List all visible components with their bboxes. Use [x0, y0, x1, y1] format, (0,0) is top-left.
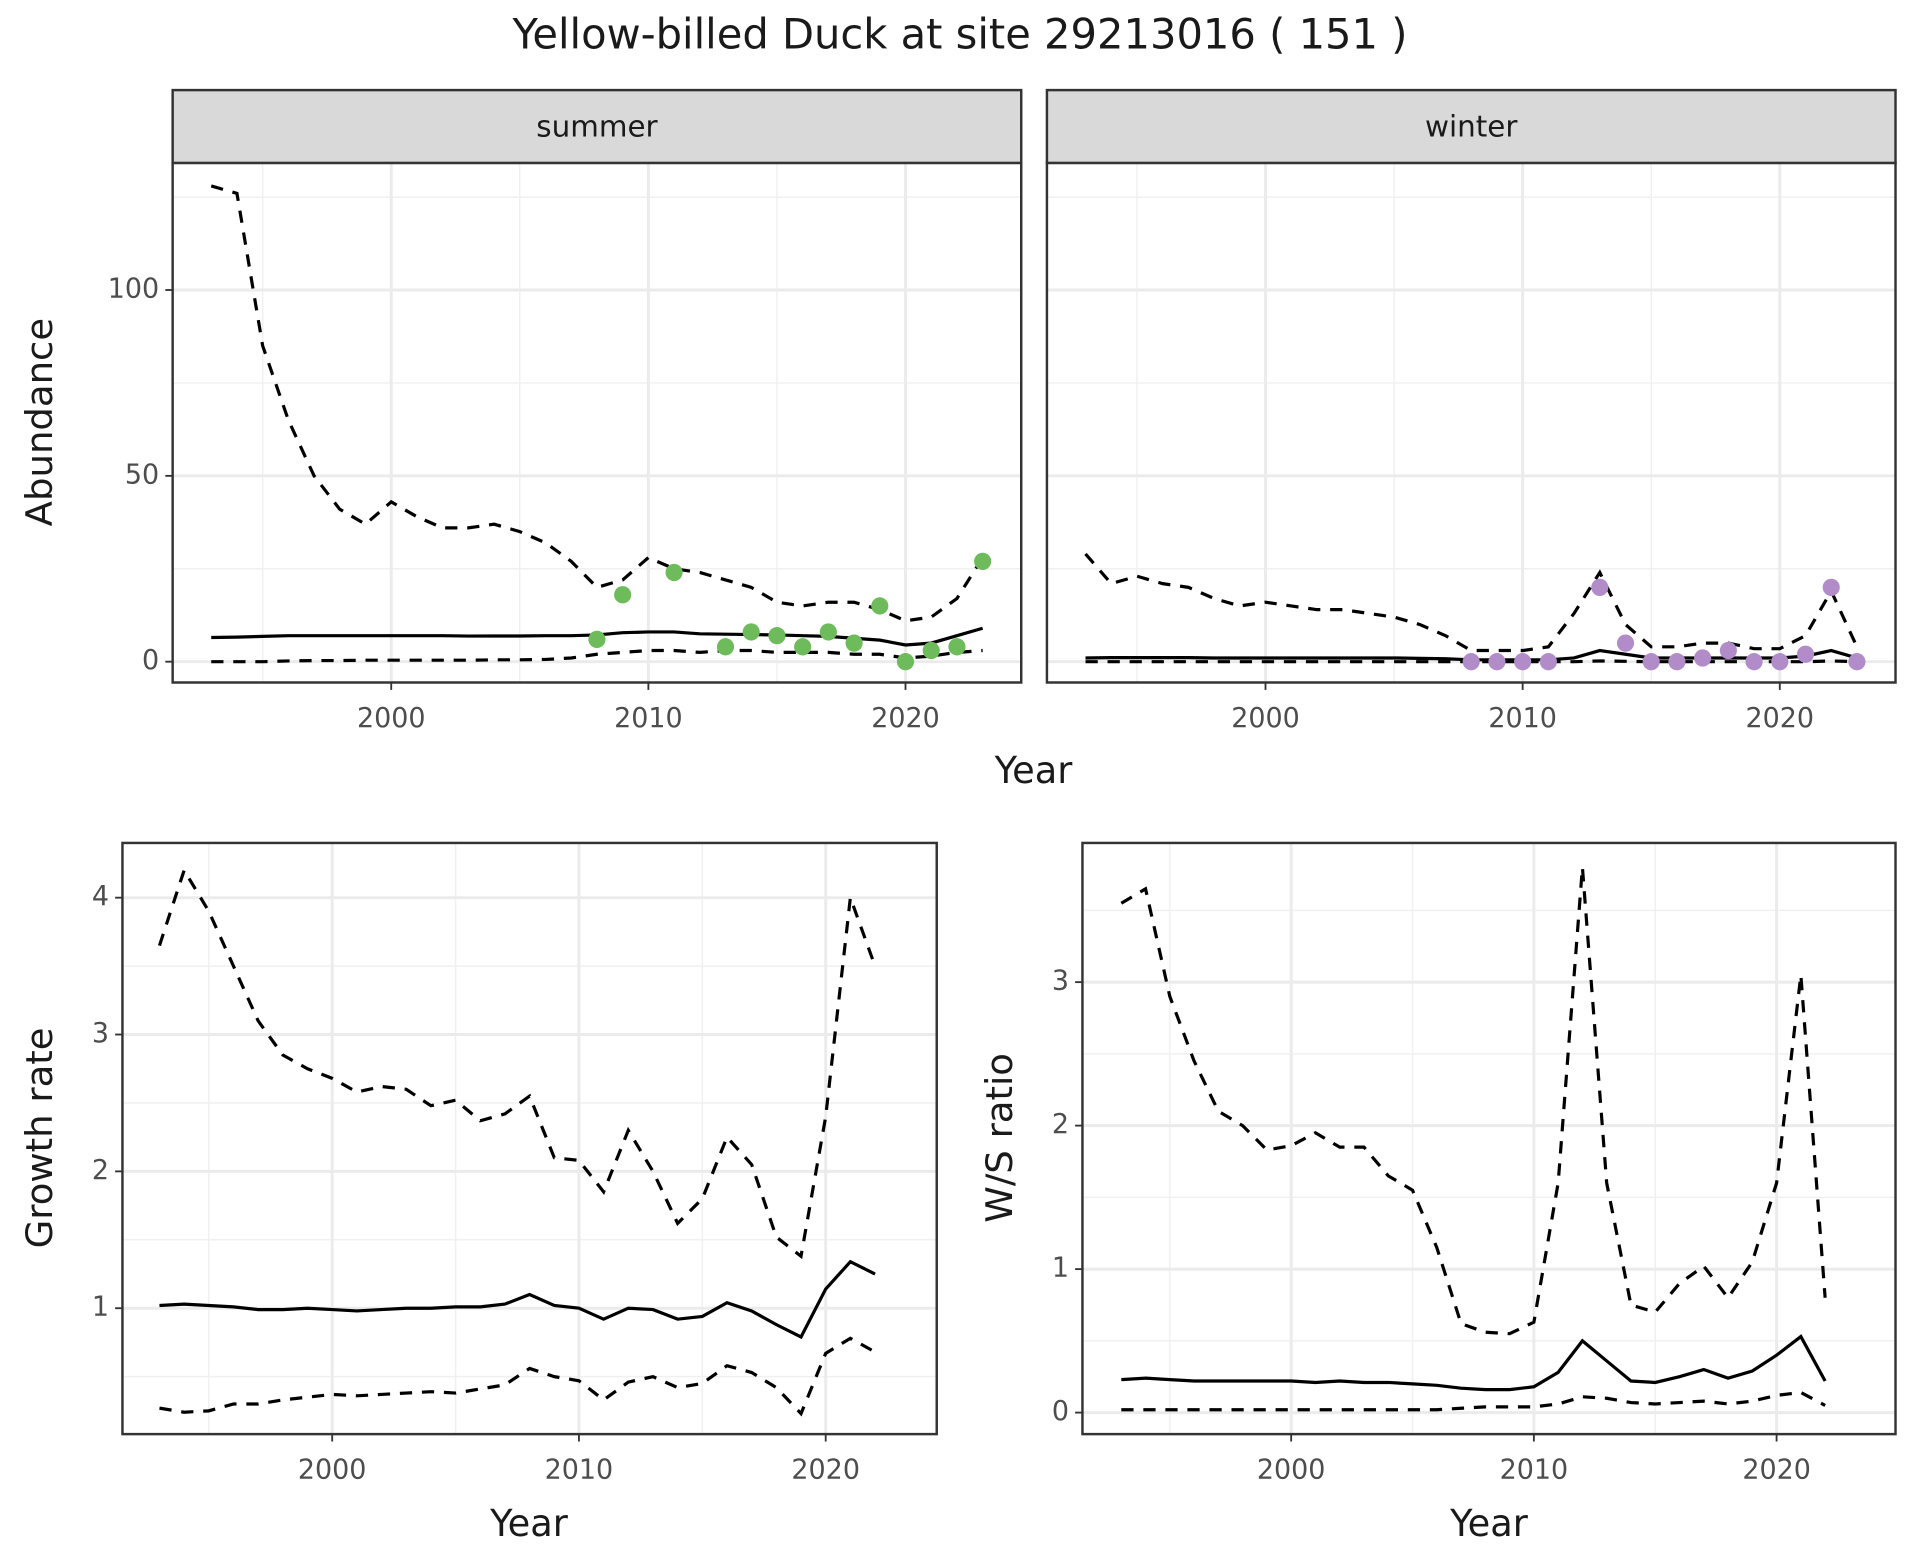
data-point [871, 597, 889, 615]
data-point [819, 623, 837, 641]
plot-border [1081, 841, 1897, 1436]
data-point [974, 552, 992, 570]
data-point [1694, 649, 1712, 667]
y-tick-label: 4 [92, 881, 109, 912]
data-point [922, 641, 940, 660]
plot-background [122, 842, 937, 1435]
x-axis-title: Year [994, 749, 1074, 792]
strip-label: summer [536, 109, 658, 143]
data-point [614, 586, 632, 604]
data-point [1514, 653, 1532, 671]
y-tick-label: 3 [92, 1018, 109, 1049]
data-point [1462, 653, 1480, 671]
x-tick-label: 2010 [614, 703, 683, 734]
y-tick-label: 100 [108, 273, 159, 304]
y-tick-label: 0 [142, 645, 159, 676]
strip [1045, 88, 1897, 165]
y-tick-label: 1 [1052, 1253, 1069, 1284]
y-axis-title: Abundance [18, 318, 61, 527]
x-tick-label: 2020 [791, 1455, 860, 1486]
plot-background [172, 162, 1022, 683]
plot-border [121, 841, 938, 1436]
strip [171, 88, 1023, 165]
data-point [794, 638, 812, 656]
data-point [948, 638, 966, 656]
y-tick-label: 50 [125, 459, 159, 490]
x-tick-label: 2020 [1746, 703, 1815, 734]
y-axis-title: Growth rate [18, 1027, 61, 1248]
data-point [665, 563, 683, 582]
x-axis-title: Year [489, 1502, 569, 1545]
data-point [716, 638, 735, 656]
x-axis-title: Year [1449, 1502, 1529, 1545]
interval-line [211, 648, 983, 664]
data-point [1488, 653, 1506, 671]
data-point [1771, 653, 1789, 671]
data-point [1591, 578, 1609, 596]
x-tick-label: 2020 [871, 703, 940, 734]
data-point [896, 653, 915, 671]
y-tick-label: 3 [1052, 966, 1069, 997]
x-tick-label: 2000 [1231, 703, 1300, 734]
interval-line [159, 1336, 876, 1417]
data-point [1642, 653, 1660, 671]
data-point [1822, 578, 1840, 596]
data-point [768, 627, 786, 645]
interval-line [1121, 1390, 1826, 1412]
x-tick-label: 2000 [298, 1455, 367, 1486]
data-point [845, 634, 863, 652]
figure-title: Yellow-billed Duck at site 29213016 ( 15… [512, 9, 1408, 58]
interval-line [210, 184, 984, 623]
data-point [742, 623, 760, 641]
plot-background [1082, 842, 1896, 1435]
data-point [1668, 653, 1686, 671]
data-point [1719, 641, 1737, 660]
y-axis-title: W/S ratio [978, 1053, 1021, 1223]
interval-line [157, 866, 877, 1260]
mean-line [159, 1259, 876, 1340]
plot-background [1046, 162, 1896, 683]
x-tick-label: 2010 [1500, 1455, 1569, 1486]
x-tick-label: 2010 [545, 1455, 614, 1486]
data-point [1616, 634, 1635, 652]
x-tick-label: 2010 [1488, 703, 1557, 734]
data-point [588, 630, 606, 649]
data-point [1745, 653, 1763, 671]
x-tick-label: 2000 [1257, 1455, 1326, 1486]
y-tick-label: 0 [1052, 1396, 1069, 1427]
y-tick-label: 1 [92, 1292, 109, 1323]
x-tick-label: 2020 [1742, 1455, 1811, 1486]
data-point [1848, 653, 1866, 671]
x-tick-label: 2000 [357, 703, 426, 734]
mean-line [1121, 1334, 1827, 1392]
y-tick-label: 2 [1052, 1109, 1069, 1140]
data-point [1539, 653, 1557, 671]
strip-label: winter [1425, 109, 1518, 143]
data-point [1796, 645, 1815, 663]
interval-line [1120, 867, 1827, 1336]
y-tick-label: 2 [92, 1155, 109, 1186]
